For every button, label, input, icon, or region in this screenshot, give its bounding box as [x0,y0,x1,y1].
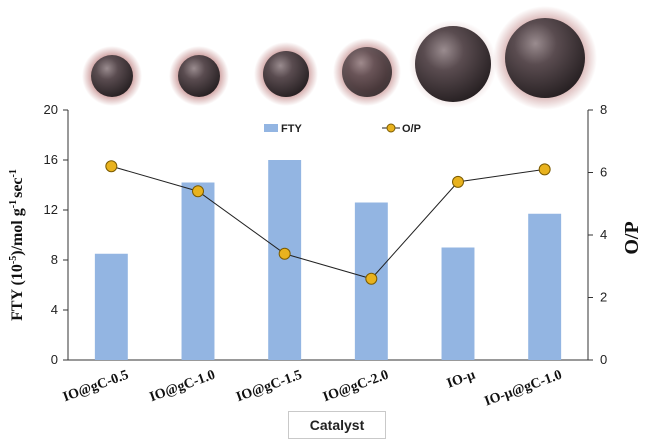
op-point [192,185,204,198]
sphere-icon-5 [409,20,497,108]
fty-bar [181,182,215,360]
op-point [365,272,378,285]
left-tick-label: 8 [51,252,58,267]
right-tick-label: 8 [600,102,607,117]
left-tick-label: 16 [44,152,58,167]
category-label: IO@gC-0.5 [61,368,131,406]
op-point [452,175,464,188]
right-tick-label: 2 [600,290,607,305]
sphere-icon-4 [333,38,401,106]
right-tick-label: 0 [600,352,607,367]
right-tick-label: 4 [600,227,607,242]
category-label: IO@gC-1.5 [234,368,304,406]
category-label: IO@gC-1.0 [148,368,218,406]
sphere-icon-1 [82,46,142,106]
left-axis-ticks: 0 4 8 12 16 20 [44,102,68,367]
sphere-icon-3 [254,42,318,106]
op-point [538,163,551,176]
fty-bar [441,247,475,360]
legend-fty-label: FTY [281,123,302,135]
sphere-icon-6 [493,6,597,110]
category-label: IO-μ@gC-1.0 [483,368,564,410]
fty-bar [94,253,128,360]
op-line [111,165,545,280]
legend-fty-swatch [264,124,278,132]
left-tick-label: 12 [44,202,58,217]
legend-op-label: O/P [402,123,421,135]
left-tick-label: 0 [51,352,58,367]
category-label: IO-μ [445,368,477,392]
fty-bar [268,160,302,360]
catalyst-sphere-images [82,6,597,110]
left-axis-title: FTY (10-5)/mol g-1sec-1 [8,169,26,321]
left-tick-label: 4 [51,302,58,317]
legend: FTY O/P [264,123,421,135]
fty-bars [94,160,562,360]
right-axis-title: O/P [621,221,643,254]
left-tick-label: 20 [44,102,58,117]
category-labels: IO@gC-0.5 IO@gC-1.0 IO@gC-1.5 IO@gC-2.0 IO-μ… [61,368,564,410]
category-label: IO@gC-2.0 [321,368,391,406]
fty-bar [528,213,562,360]
legend-op-marker [386,123,396,133]
x-axis-title: Catalyst [288,411,386,439]
op-point [278,247,291,260]
op-series [105,160,551,285]
sphere-icon-2 [169,46,229,106]
right-tick-label: 6 [600,165,607,180]
op-point [105,160,118,173]
right-axis-ticks: 0 2 4 6 8 [588,102,607,367]
